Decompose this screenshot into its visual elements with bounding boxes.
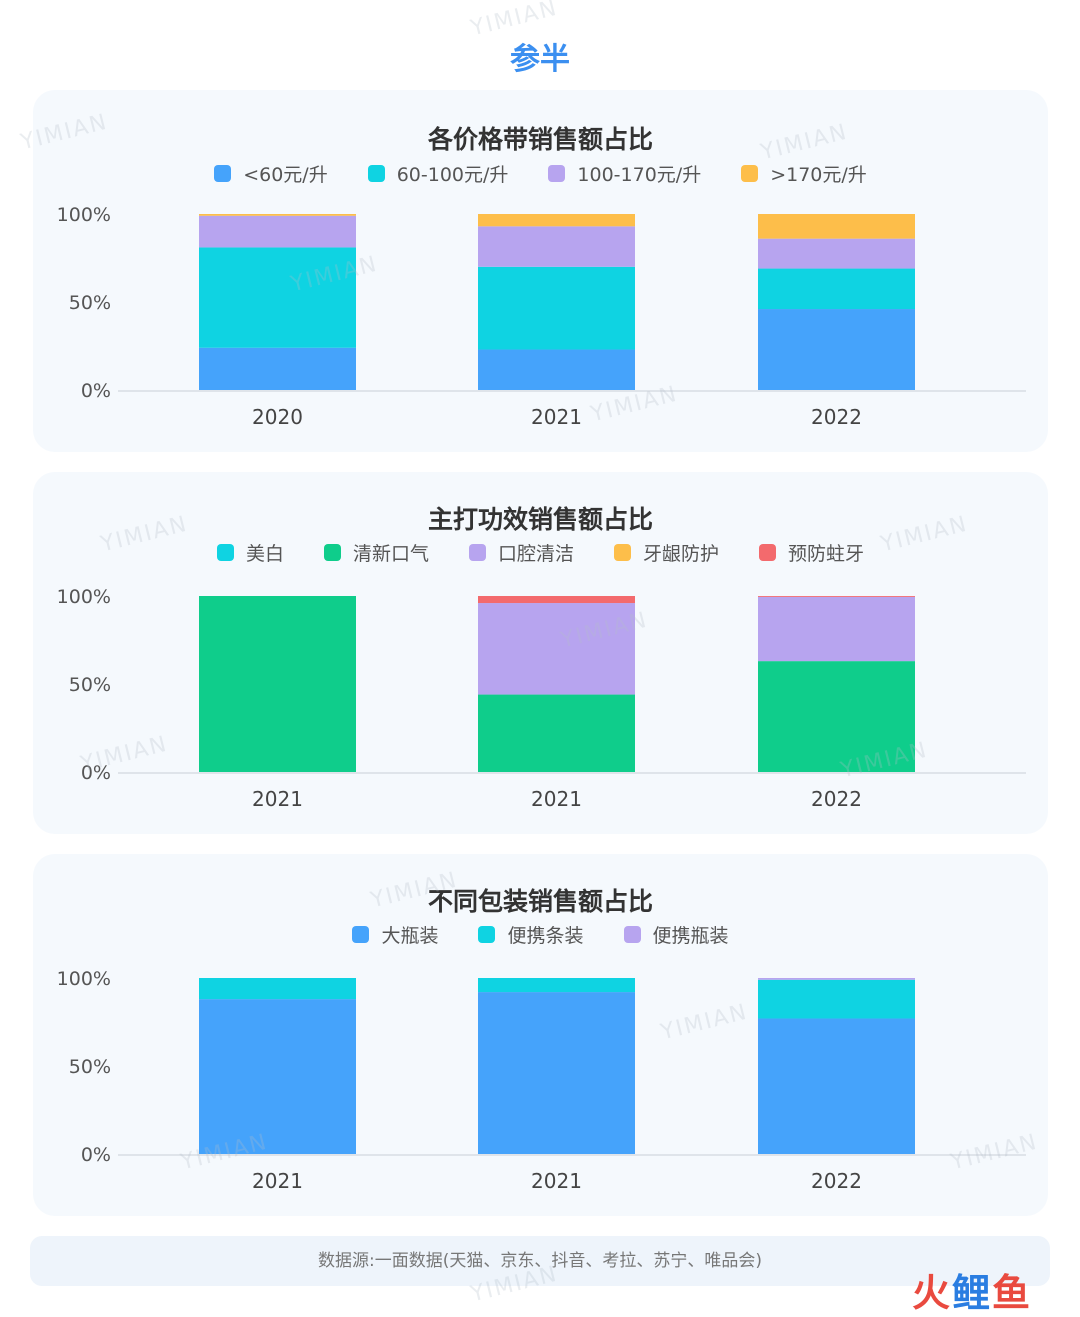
legend-swatch [352,926,370,943]
legend-item: 60-100元/升 [367,160,509,187]
legend-swatch [759,544,777,561]
chart-title: 各价格带销售额占比 [427,125,653,154]
legend-label: 便携瓶装 [652,925,729,947]
bar-segment [478,978,635,993]
legend-item: 便携瓶装 [623,921,729,948]
legend-item: 预防蛀牙 [759,539,864,566]
legend-label: 牙龈防护 [643,543,720,565]
x-tick-label: 2021 [531,1169,582,1193]
page-title: 参半 [510,42,570,77]
bar-segment [199,215,356,248]
bar-segment [478,596,635,604]
legend-swatch [741,165,759,182]
legend-label: >170元/升 [770,164,867,186]
data-source-note: 数据源:一面数据(天猫、京东、抖音、考拉、苏宁、唯品会) [30,1236,1050,1286]
bar-segment [758,978,915,980]
legend-label: 预防蛀牙 [788,543,865,565]
y-tick-label: 0% [81,380,111,402]
x-tick-label: 2020 [252,405,303,429]
legend-item: 牙龈防护 [614,539,719,566]
legend-label: 大瓶装 [381,925,439,947]
chart-legend: 大瓶装 便携条装 便携瓶装 [33,921,1048,948]
chart-panel-efficacy: 主打功效销售额占比 美白 清新口气 口腔清洁 牙龈防护 预防蛀牙 0% 50% 100% 20… [33,472,1048,834]
legend-item: 100-170元/升 [548,160,701,187]
legend-swatch [367,165,385,182]
legend-swatch [623,926,641,943]
bar-segment [199,347,356,390]
bar-segment [758,596,915,662]
legend-swatch [548,165,566,182]
bar-segment [478,226,635,267]
chart-plot-area: 0% 50% 100% 2020 2021 2022 [57,204,1026,429]
bar-segment [758,1018,915,1154]
bar-segment [199,596,356,772]
x-tick-label: 2021 [531,405,582,429]
y-tick-label: 100% [57,204,111,226]
legend-item: 美白 [216,539,284,566]
bar-segment [758,596,915,597]
x-tick-label: 2021 [252,787,303,811]
legend-label: 60-100元/升 [396,164,509,186]
legend-label: 100-170元/升 [577,164,702,186]
y-tick-label: 100% [57,586,111,608]
chart-panel-packaging: 不同包装销售额占比 大瓶装 便携条装 便携瓶装 0% 50% 100% 2021 2021 2… [33,854,1048,1216]
legend-label: 美白 [245,543,284,565]
chart-panel-price-band: 各价格带销售额占比 <60元/升 60-100元/升 100-170元/升 >170元… [33,90,1048,452]
chart-title: 不同包装销售额占比 [427,887,653,916]
chart-plot-area: 0% 50% 100% 2021 2021 2022 [57,968,1026,1193]
bar-segment [478,349,635,390]
bar-segment [478,603,635,695]
legend-swatch [478,926,496,943]
chart-legend: 美白 清新口气 口腔清洁 牙龈防护 预防蛀牙 [33,539,1048,566]
legend-item: <60元/升 [214,160,328,187]
legend-swatch [614,544,631,561]
brand-logo: 火鲤鱼 [912,1262,1032,1317]
bar-segment [199,214,356,216]
x-tick-label: 2021 [531,787,582,811]
legend-label: 清新口气 [352,543,429,565]
legend-label: 便携条装 [507,925,584,947]
bar-segment [758,238,915,269]
bar-segment [478,992,635,1154]
y-tick-label: 50% [69,674,111,696]
bar-segment [478,694,635,772]
bar-segment [199,247,356,348]
bar-segment [199,999,356,1154]
legend-item: 大瓶装 [352,921,438,948]
x-tick-label: 2021 [252,1169,303,1193]
legend-item: >170元/升 [741,160,867,187]
y-tick-label: 50% [69,1056,111,1078]
legend-swatch [214,165,232,182]
bar-segment [758,979,915,1019]
x-tick-label: 2022 [811,787,862,811]
legend-label: <60元/升 [243,164,328,186]
bar-segment [478,214,635,227]
legend-item: 清新口气 [323,539,429,566]
bar-segment [758,309,915,390]
bar-segment [478,266,635,350]
legend-item: 便携条装 [478,921,584,948]
bar-segment [758,661,915,772]
legend-swatch [323,544,341,561]
y-tick-label: 0% [81,1144,111,1166]
legend-swatch [468,544,486,561]
logo-char: 鲤 [952,1271,993,1315]
legend-item: 口腔清洁 [468,539,574,566]
chart-plot-area: 0% 50% 100% 2021 2021 2022 [57,586,1026,811]
logo-char: 鱼 [992,1271,1033,1315]
logo-char: 火 [912,1271,953,1315]
x-tick-label: 2022 [811,1169,862,1193]
bar-segment [758,214,915,239]
bar-segment [758,268,915,310]
y-tick-label: 100% [57,968,111,990]
chart-legend: <60元/升 60-100元/升 100-170元/升 >170元/升 [33,160,1048,187]
y-tick-label: 50% [69,292,111,314]
bar-segment [199,978,356,1000]
y-tick-label: 0% [81,762,111,784]
legend-swatch [216,544,234,561]
legend-label: 口腔清洁 [497,543,574,565]
x-tick-label: 2022 [811,405,862,429]
chart-title: 主打功效销售额占比 [427,505,653,534]
